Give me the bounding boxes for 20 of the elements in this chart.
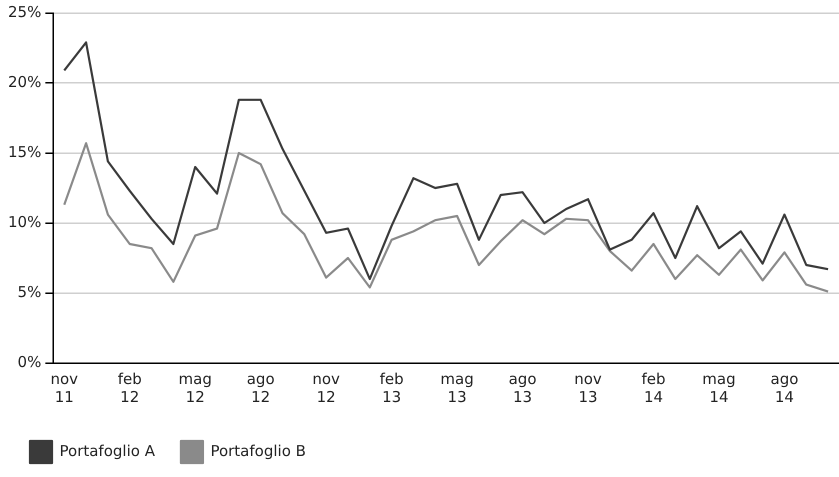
y-tick-label: 10% — [8, 212, 42, 231]
y-tick-label: 20% — [8, 72, 42, 91]
y-tick-label: 25% — [8, 2, 42, 21]
x-tick-label: nov 13 — [574, 370, 602, 406]
x-tick-label: nov 11 — [50, 370, 78, 406]
y-tick-label: 0% — [18, 352, 42, 371]
y-tick-label: 5% — [18, 282, 42, 301]
legend-label: Portafoglio A — [60, 442, 156, 460]
x-tick-label: mag 14 — [702, 370, 736, 406]
x-tick-label: mag 12 — [178, 370, 212, 406]
x-tick-label: feb 14 — [641, 370, 666, 406]
x-tick-label: ago 13 — [508, 370, 536, 406]
y-tick-label: 15% — [8, 142, 42, 161]
x-tick-label: feb 12 — [118, 370, 142, 406]
legend-label: Portafoglio B — [210, 442, 306, 460]
x-tick-label: mag 13 — [440, 370, 474, 406]
x-tick-label: ago 12 — [246, 370, 275, 406]
x-tick-label: feb 13 — [380, 370, 404, 406]
x-tick-label: ago 14 — [770, 370, 798, 406]
x-tick-label: nov 12 — [312, 370, 340, 406]
